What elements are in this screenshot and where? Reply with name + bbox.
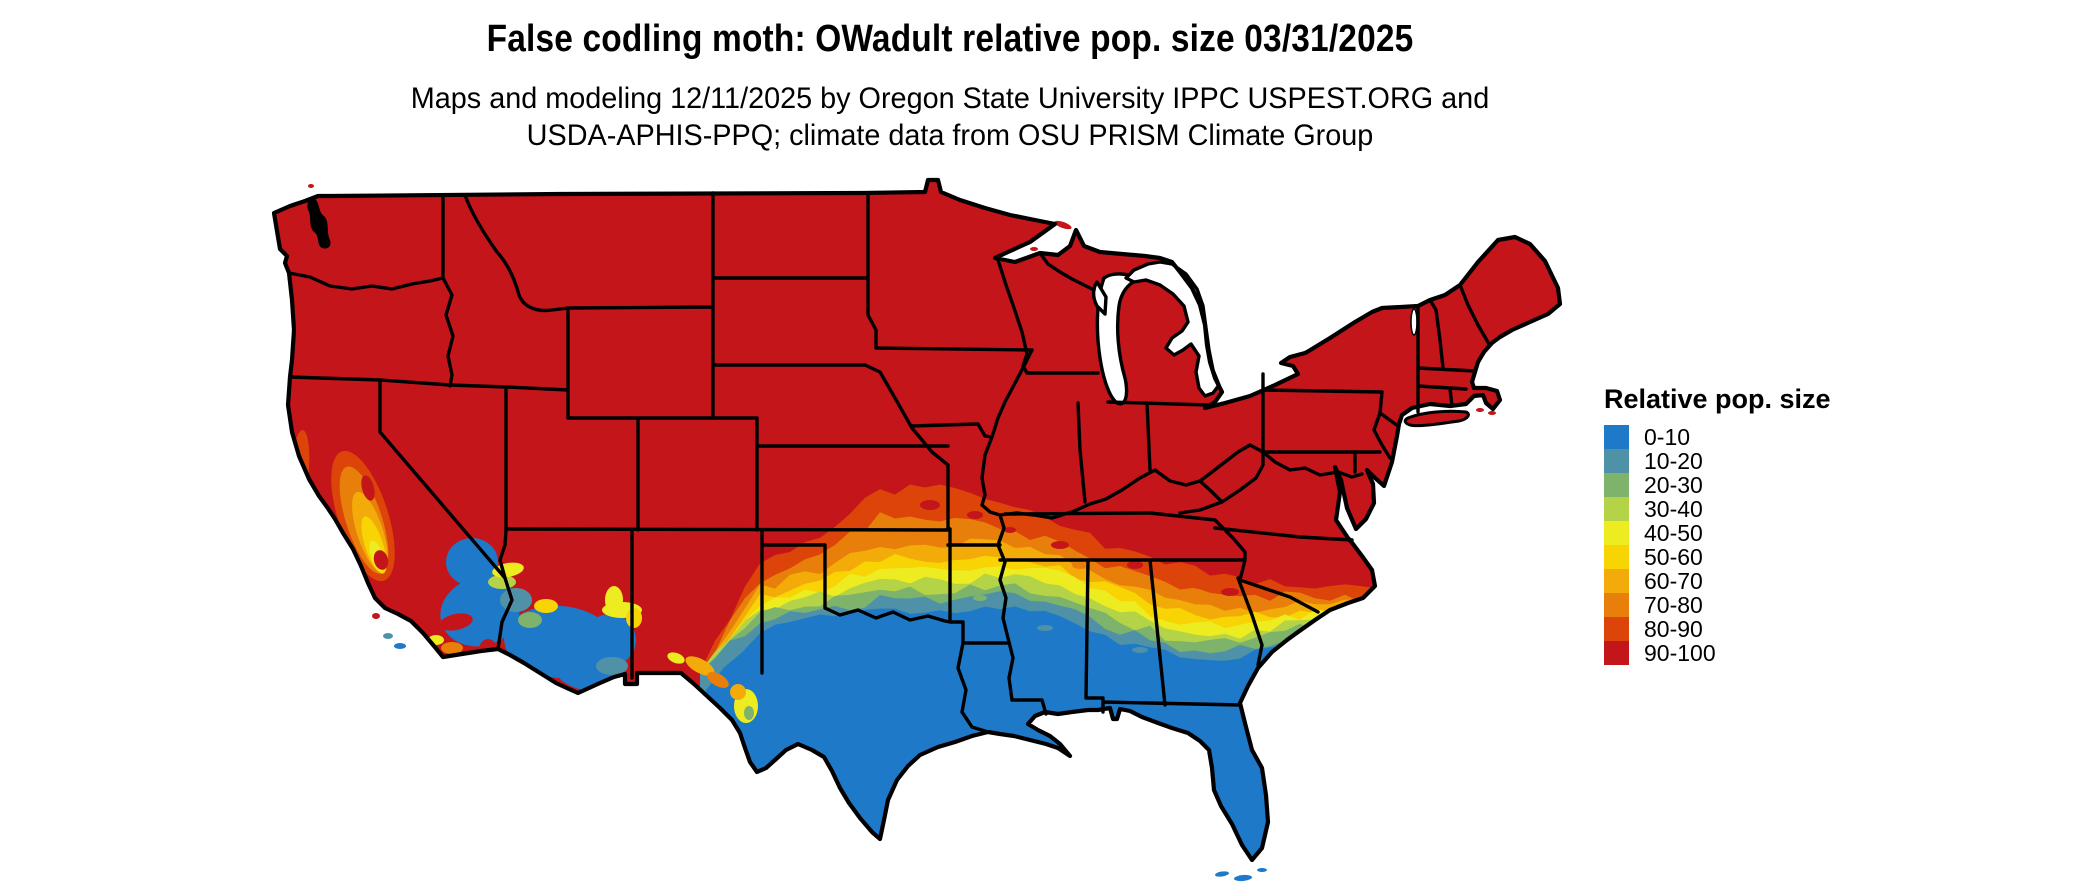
legend-rows: 0-10 10-20 20-30 30-40 40-50 50-60 60-70 70-80 8…	[1604, 423, 1831, 666]
legend-swatch	[1604, 593, 1629, 617]
green-bay	[1091, 280, 1108, 316]
legend-label: 40-50	[1644, 519, 1703, 546]
feature-20-30	[1202, 645, 1218, 651]
feature-80-90	[1190, 581, 1210, 589]
feature-90-100	[967, 511, 983, 519]
feature-10-20	[1037, 625, 1053, 631]
subtitle-line-2: USDA-APHIS-PPQ; climate data from OSU PR…	[526, 119, 1374, 152]
legend-row: 70-80	[1604, 591, 1831, 618]
legend-row: 40-50	[1604, 519, 1831, 546]
legend-label: 50-60	[1644, 543, 1703, 570]
subtitle-line-1: Maps and modeling 12/11/2025 by Oregon S…	[410, 82, 1490, 115]
page-title: False codling moth: OWadult relative pop…	[486, 18, 1414, 60]
feature-70-80	[441, 642, 463, 654]
feature-40-50	[667, 652, 685, 664]
legend-swatch	[1604, 473, 1629, 497]
legend-row: 20-30	[1604, 471, 1831, 498]
feature-10-20	[1132, 647, 1148, 653]
feature-50-60	[534, 599, 558, 613]
puget-sound	[307, 197, 331, 249]
feature-90-100	[1127, 561, 1143, 569]
feature-10-20	[383, 633, 393, 639]
feature-0-10	[1257, 868, 1267, 872]
legend-row: 50-60	[1604, 543, 1831, 570]
us-outline	[271, 177, 1563, 863]
legend-label: 10-20	[1644, 447, 1703, 474]
feature-0-10	[584, 614, 636, 666]
population-bands-layer	[274, 180, 1560, 860]
legend-row: 30-40	[1604, 495, 1831, 522]
legend-label: 30-40	[1644, 495, 1703, 522]
feature-90-100	[1054, 220, 1072, 230]
legend-label: 80-90	[1644, 615, 1703, 642]
feature-90-100	[361, 475, 375, 501]
feature-10-20	[596, 657, 628, 675]
legend-swatch	[1604, 497, 1629, 521]
feature-90-100	[1488, 411, 1496, 415]
feature-20-30	[744, 706, 754, 720]
long-island	[1403, 409, 1470, 428]
feature-60-70	[730, 684, 746, 700]
feature-90-100	[308, 184, 314, 188]
feature-70-80	[1072, 561, 1088, 569]
feature-0-10	[1234, 874, 1252, 882]
legend-label: 60-70	[1644, 567, 1703, 594]
state-borders	[287, 191, 1491, 734]
legend-label: 90-100	[1644, 639, 1716, 666]
legend-swatch	[1604, 425, 1629, 449]
feature-90-100	[1051, 541, 1069, 549]
legend-swatch	[1604, 545, 1629, 569]
feature-10-20	[500, 588, 532, 612]
legend-swatch	[1604, 617, 1629, 641]
legend-title: Relative pop. size	[1604, 384, 1831, 414]
legend-row: 60-70	[1604, 567, 1831, 594]
feature-90-100	[1030, 247, 1038, 251]
legend-label: 0-10	[1644, 423, 1691, 450]
legend-label: 20-30	[1644, 471, 1703, 498]
feature-40-50	[605, 586, 623, 614]
legend-row: 0-10	[1604, 423, 1831, 450]
feature-90-100	[372, 613, 380, 619]
feature-20-30	[973, 595, 987, 601]
legend-row: 80-90	[1604, 615, 1831, 642]
legend-label: 70-80	[1644, 591, 1703, 618]
legend-swatch	[1604, 641, 1629, 665]
feature-0-10	[1215, 871, 1229, 877]
feature-60-70	[685, 656, 715, 676]
legend-row: 90-100	[1604, 639, 1831, 666]
legend-row: 10-20	[1604, 447, 1831, 474]
feature-0-10	[446, 538, 498, 586]
legend-swatch	[1604, 569, 1629, 593]
lake-champlain	[1410, 308, 1418, 336]
feature-70-80	[707, 672, 729, 688]
feature-90-100	[1004, 527, 1016, 533]
feature-90-100	[439, 613, 473, 631]
feature-90-100	[1476, 408, 1484, 412]
feature-0-10	[394, 643, 406, 649]
legend-swatch	[1604, 521, 1629, 545]
legend: Relative pop. size 0-10 10-20 20-30 30-40 40…	[1604, 384, 1831, 666]
feature-90-100	[373, 550, 389, 570]
legend-swatch	[1604, 449, 1629, 473]
feature-90-100	[920, 500, 940, 510]
feature-20-30	[518, 612, 542, 628]
feature-90-100	[1518, 318, 1526, 322]
feature-90-100	[1221, 588, 1239, 596]
feature-50-60	[626, 608, 642, 628]
